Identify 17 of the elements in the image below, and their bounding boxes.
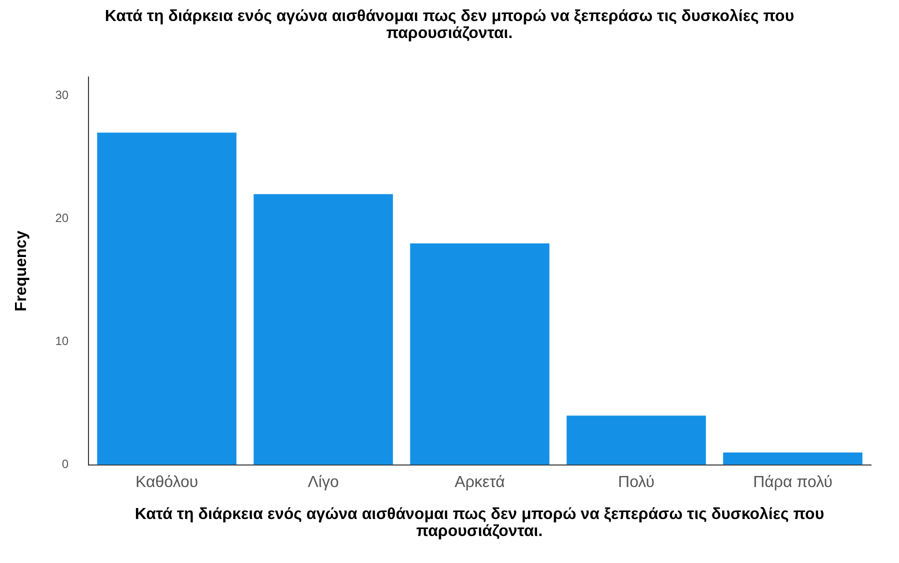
x-tick-label: Καθόλου (135, 474, 198, 491)
y-axis-title: Frequency (13, 230, 30, 312)
bar (254, 194, 393, 465)
x-tick-label: Λίγο (308, 474, 339, 491)
y-tick-label: 20 (55, 211, 69, 226)
y-tick-label: 10 (55, 334, 69, 348)
y-tick-label: 30 (55, 88, 69, 102)
bar (723, 452, 862, 465)
x-tick-label: Αρκετά (454, 474, 505, 491)
bar (410, 243, 550, 465)
chart-title: Κατά τη διάρκεια ενός αγώνα αισθάνομαι πως δεν μπορώ να ξεπεράσω τις δυσκολίες που παρουσιάζονται. (104, 8, 796, 44)
x-tick-label: Πάρα πολύ (753, 474, 832, 491)
bar (566, 416, 706, 465)
x-axis-title: Κατά τη διάρκεια ενός αγώνα αισθάνομαι πως δεν μπορώ να ξεπεράσω τις δυσκολίες που παρουσιάζονται. (134, 506, 826, 540)
y-tick-label: 0 (62, 457, 69, 472)
bar (97, 132, 236, 465)
x-tick-label: Πολύ (618, 474, 655, 491)
